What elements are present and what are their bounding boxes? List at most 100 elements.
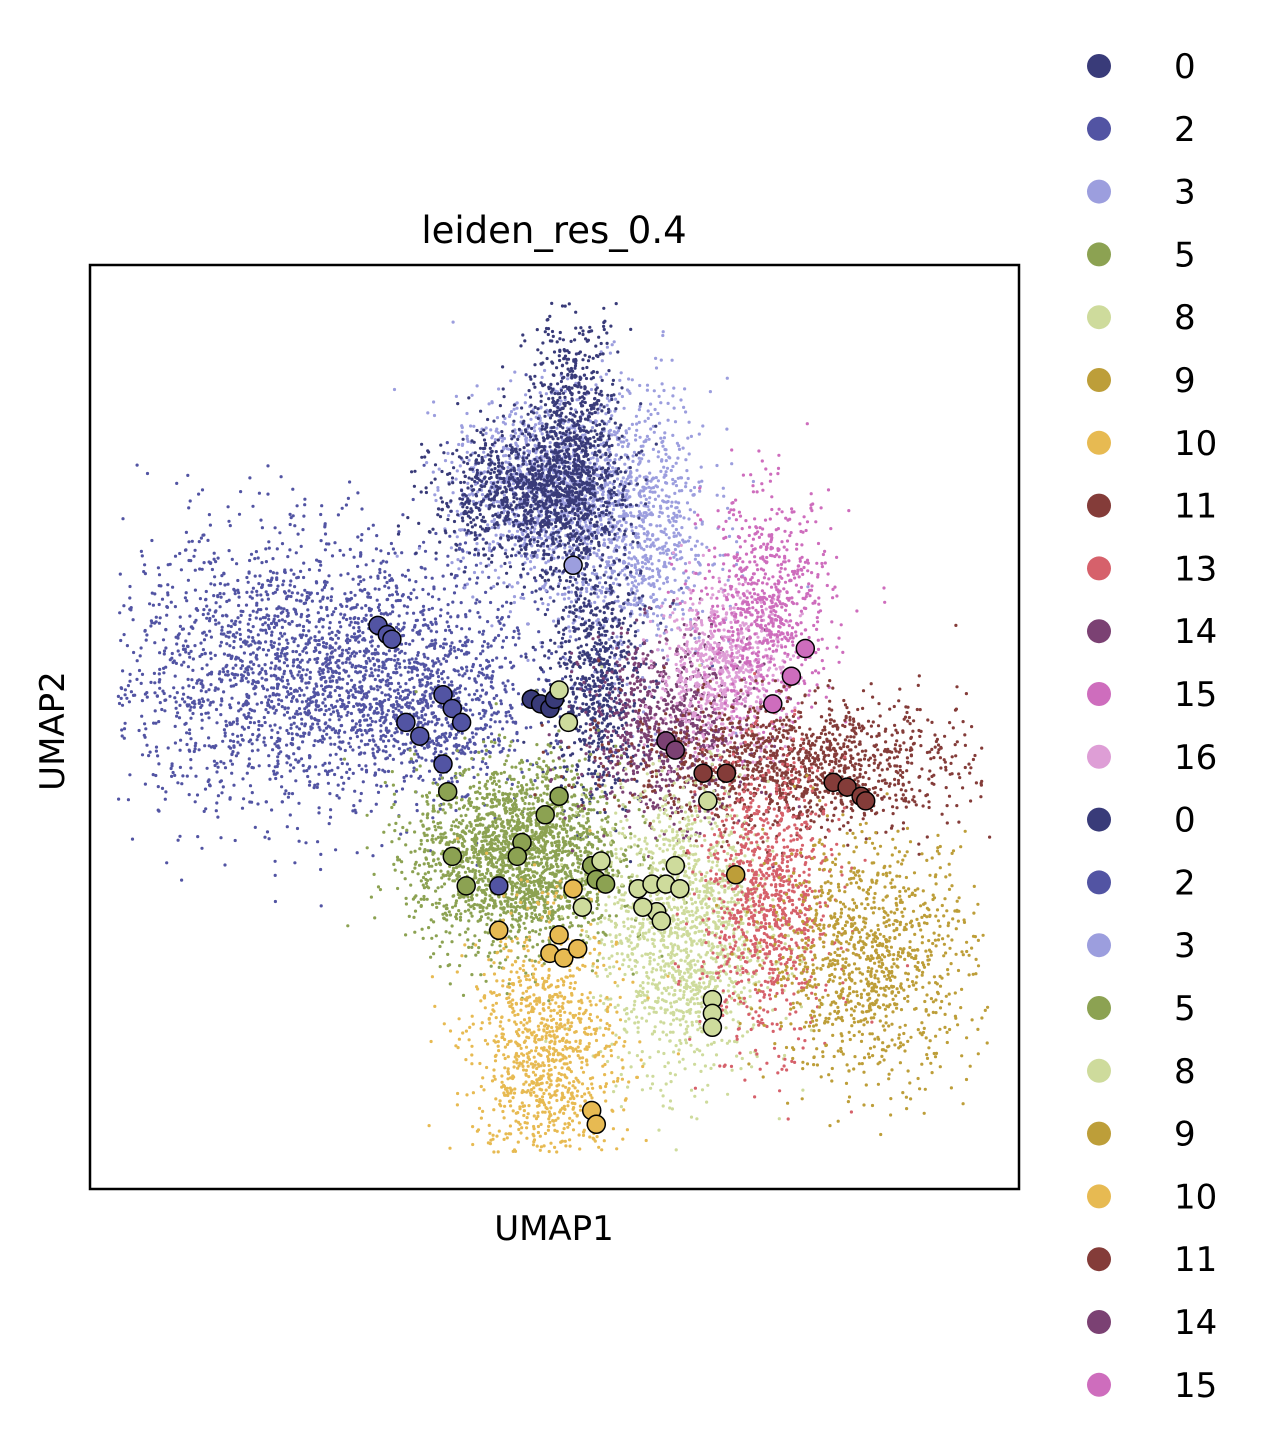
cell-point xyxy=(264,800,268,804)
cell-point xyxy=(361,638,365,642)
cell-point xyxy=(373,648,378,652)
cell-point xyxy=(630,581,634,585)
cell-point xyxy=(393,551,397,555)
cell-point xyxy=(596,595,600,599)
cell-point xyxy=(647,508,651,512)
cell-point xyxy=(330,630,334,635)
cell-point xyxy=(289,669,293,673)
cell-point xyxy=(328,753,332,757)
cell-point xyxy=(584,524,588,528)
cell-point xyxy=(646,505,650,509)
cell-point xyxy=(674,534,678,538)
cell-point xyxy=(384,611,388,615)
cell-point xyxy=(458,765,462,769)
cell-point xyxy=(363,673,367,677)
cell-point xyxy=(484,504,488,508)
cell-point xyxy=(118,611,122,615)
cell-point xyxy=(325,542,329,546)
cell-point xyxy=(264,631,268,635)
cell-point xyxy=(206,538,210,543)
cell-point xyxy=(421,723,425,728)
cell-point xyxy=(245,590,249,595)
cell-point xyxy=(228,796,232,800)
cell-point xyxy=(532,530,536,534)
cell-point xyxy=(415,802,419,807)
cell-point xyxy=(175,691,179,695)
cell-point xyxy=(642,511,646,515)
cell-point xyxy=(255,589,259,594)
cell-point xyxy=(318,599,322,603)
cell-point xyxy=(373,771,377,775)
cell-point xyxy=(313,635,317,639)
cell-point xyxy=(337,796,341,800)
cell-point xyxy=(687,517,691,521)
cell-point xyxy=(324,685,328,690)
cell-point xyxy=(305,596,309,601)
cell-point xyxy=(321,625,325,629)
cell-point xyxy=(496,607,500,612)
cell-point xyxy=(388,593,392,597)
cell-point xyxy=(433,617,437,621)
cell-point xyxy=(290,620,294,624)
cell-point xyxy=(678,533,682,537)
cell-point xyxy=(176,711,180,715)
cell-point xyxy=(632,487,636,492)
cell-point xyxy=(672,531,676,535)
cell-point xyxy=(306,774,310,779)
cell-point xyxy=(289,568,293,572)
cell-point xyxy=(393,649,397,653)
cell-point xyxy=(160,597,165,601)
cell-point xyxy=(409,591,413,596)
cell-point xyxy=(671,394,675,398)
cell-point xyxy=(375,783,379,787)
cell-point xyxy=(508,703,512,707)
cell-point xyxy=(575,581,579,585)
cell-point xyxy=(473,553,477,557)
cell-point xyxy=(236,616,240,620)
cell-point xyxy=(135,659,139,663)
cell-point xyxy=(452,668,456,672)
cell-point xyxy=(354,811,358,815)
cell-point xyxy=(304,681,308,685)
cell-point xyxy=(256,748,260,752)
cell-point xyxy=(319,512,323,517)
cell-point xyxy=(358,680,362,684)
cell-point xyxy=(388,753,392,758)
cell-point xyxy=(317,638,321,643)
cell-point xyxy=(324,709,328,713)
cell-point xyxy=(224,723,228,727)
cell-point xyxy=(608,351,613,355)
cell-point xyxy=(406,693,410,697)
cell-point xyxy=(645,537,650,541)
cell-point xyxy=(257,764,261,768)
cell-point xyxy=(539,406,543,410)
cell-point xyxy=(219,640,223,644)
cell-point xyxy=(433,638,437,642)
cell-point xyxy=(349,678,354,682)
cell-point xyxy=(270,728,274,732)
cell-point xyxy=(321,597,325,601)
cell-point xyxy=(511,635,515,640)
cell-point xyxy=(591,456,595,460)
cell-point xyxy=(634,438,638,442)
cell-point xyxy=(384,750,388,754)
cell-point xyxy=(346,696,350,700)
cell-point xyxy=(278,726,282,730)
cell-point xyxy=(402,659,406,663)
cell-point xyxy=(313,691,317,695)
cell-point xyxy=(430,739,434,743)
cell-point xyxy=(685,501,690,505)
cell-point xyxy=(678,557,683,561)
cell-point xyxy=(401,689,405,694)
cell-point xyxy=(295,709,299,713)
cell-point xyxy=(627,442,631,446)
cell-point xyxy=(670,500,674,504)
cell-point xyxy=(479,652,483,656)
cell-point xyxy=(248,660,253,664)
cell-point xyxy=(249,552,254,556)
cell-point xyxy=(171,585,175,589)
cell-point xyxy=(387,729,391,733)
cell-point xyxy=(145,633,149,637)
cell-point xyxy=(280,699,284,703)
cell-point xyxy=(357,640,361,644)
